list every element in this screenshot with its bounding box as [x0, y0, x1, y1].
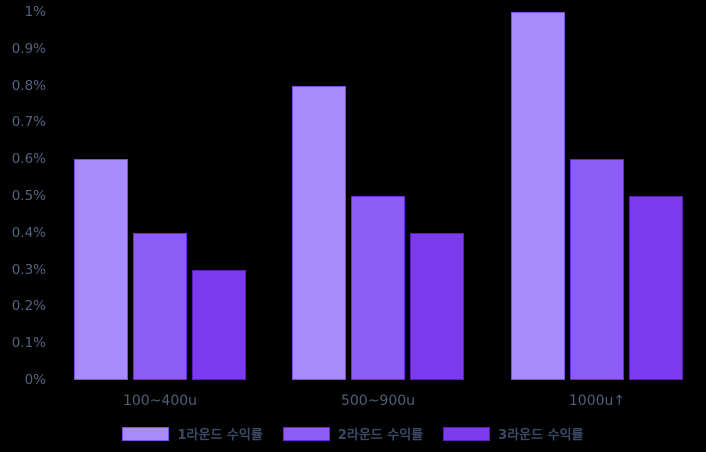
bar-group1-series2	[133, 232, 187, 380]
y-tick-label: 0.1%	[11, 335, 46, 352]
bar-group2-series2	[351, 196, 405, 380]
legend-item-round2[interactable]: 2라운드 수익률	[282, 424, 424, 443]
bar-group2-series3	[410, 232, 464, 380]
legend-item-round1[interactable]: 1라운드 수익률	[122, 424, 263, 443]
x-tick-label: 1000u↑	[568, 393, 626, 409]
bar-group1-series3	[192, 269, 246, 380]
y-tick-label: 0.3%	[11, 261, 46, 278]
x-tick-label: 100~400u	[122, 393, 198, 409]
legend-label-round2: 2라운드 수익률	[337, 428, 424, 443]
bar-group1-series1	[74, 159, 128, 380]
y-tick-label: 0.6%	[11, 151, 46, 168]
y-tick-label: 0.5%	[11, 188, 46, 204]
bar-group3-series2	[570, 159, 624, 380]
y-tick-label: 0.4%	[11, 224, 46, 241]
legend-label-round3: 3라운드 수익률	[498, 428, 584, 443]
y-tick-label: 1%	[24, 4, 46, 20]
bar-group3-series3	[629, 196, 683, 380]
y-tick-label: 0%	[24, 372, 46, 388]
bar-group3-series1	[511, 12, 565, 380]
legend: 1라운드 수익률 2라운드 수익률 3라운드 수익률	[0, 424, 706, 443]
legend-swatch-round2	[282, 426, 330, 441]
legend-swatch-round1	[122, 426, 170, 441]
y-tick-label: 0.8%	[11, 77, 46, 94]
x-tick-label: 500~900u	[340, 393, 416, 409]
legend-item-round3[interactable]: 3라운드 수익률	[443, 424, 584, 443]
y-tick-label: 0.2%	[11, 298, 46, 315]
bar-group2-series1	[292, 85, 346, 380]
y-tick-label: 0.9%	[11, 40, 46, 57]
legend-label-round1: 1라운드 수익률	[177, 428, 263, 443]
y-tick-label: 0.7%	[11, 114, 46, 131]
legend-swatch-round3	[443, 426, 491, 441]
